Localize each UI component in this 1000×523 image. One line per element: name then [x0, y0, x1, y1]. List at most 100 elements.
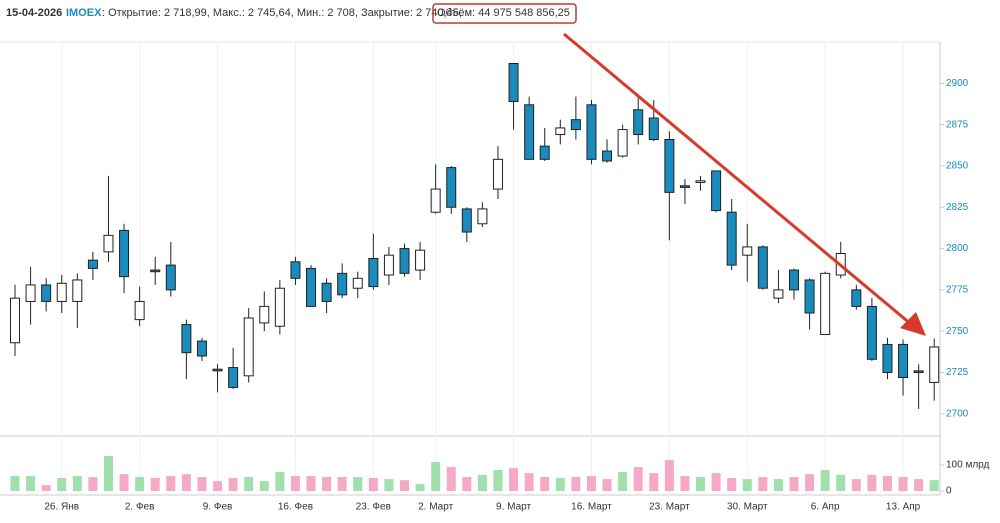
volume-bar [820, 469, 830, 492]
candle-body [804, 279, 815, 314]
arrow-head [900, 312, 926, 336]
candle-body [679, 185, 690, 188]
candle-body [664, 139, 675, 193]
x-tick-label: 26. Янв [44, 502, 79, 513]
x-tick-label: 30. Март [727, 502, 768, 513]
x-tick-label: 23. Март [649, 502, 690, 513]
volume-bar [57, 478, 67, 492]
candle-body [586, 104, 597, 160]
volume-bar [540, 477, 550, 492]
volume-bar [88, 477, 98, 492]
candle-body [103, 234, 114, 253]
candle-body [695, 180, 706, 183]
candle-body [757, 246, 768, 289]
volume-bar [119, 474, 129, 492]
x-tick-label: 2. Март [418, 502, 453, 513]
x-tick-label: 23. Фев [356, 502, 391, 513]
volume-bar [213, 481, 223, 492]
volume-bar [773, 479, 783, 492]
volume-bar [914, 479, 924, 492]
candle-body [368, 257, 379, 288]
volume-bar [150, 478, 160, 492]
candle-body [352, 277, 363, 289]
volume-bar [446, 467, 456, 492]
volume-bar [867, 474, 877, 492]
volume-bar [462, 477, 472, 492]
candle-body [383, 254, 394, 276]
candle-body [648, 117, 659, 141]
candle-body [243, 317, 254, 377]
candle-body [228, 367, 239, 388]
candle-body [181, 324, 192, 354]
x-tick-label: 13. Апр [886, 502, 921, 513]
volume-bar [337, 477, 347, 492]
volume-bar [618, 472, 628, 492]
volume-bar [493, 469, 503, 492]
candle-body [773, 289, 784, 299]
volume-bar [836, 474, 846, 492]
volume-bar [711, 473, 721, 492]
candle-body [337, 272, 348, 296]
volume-bar [509, 468, 519, 492]
candle-body [430, 188, 441, 213]
candle-body [789, 269, 799, 291]
volume-bar [851, 479, 861, 492]
candle-body [508, 62, 519, 102]
candle-body [882, 343, 893, 374]
candle-body [321, 282, 332, 302]
y-tick-label: 2850 [946, 161, 969, 172]
highlight-box [432, 3, 577, 24]
candle-body [570, 119, 581, 131]
volume-bar [197, 477, 207, 492]
candle-body [150, 269, 161, 273]
candle-body [913, 370, 924, 374]
candle-body [87, 259, 98, 269]
candle-body [851, 289, 862, 307]
volume-bar [571, 477, 581, 492]
y-tick-label: 2825 [946, 202, 969, 213]
volume-bar [805, 474, 815, 492]
candle-body [477, 208, 488, 225]
candle-body [259, 305, 270, 324]
candle-body [492, 158, 503, 190]
candle-body [726, 211, 737, 266]
candle-body [290, 261, 301, 279]
y-tick-label: 2700 [946, 408, 969, 419]
candle-body [524, 104, 535, 160]
candle-body [539, 145, 550, 160]
candle-body [306, 267, 317, 307]
candle-body [134, 300, 145, 321]
candle-body [617, 129, 628, 157]
candle-body [461, 208, 472, 233]
volume-bar [26, 475, 36, 492]
x-tick-label: 9. Март [496, 502, 531, 513]
volume-bar [742, 479, 752, 492]
volume-bar [166, 475, 176, 492]
candle-body [196, 340, 207, 357]
candle-body [633, 109, 644, 136]
volume-tick-label: 0 [946, 486, 952, 497]
candle-body [929, 346, 940, 383]
ohlc-info: : Открытие: 2 718,99, Макс.: 2 745,64, М… [102, 7, 462, 19]
y-tick-label: 2800 [946, 243, 969, 254]
candle-body [415, 249, 426, 271]
trend-arrow [563, 32, 913, 327]
volume-bar [586, 475, 596, 492]
volume-bar [72, 475, 82, 492]
volume-bar [758, 477, 768, 492]
candle-body [72, 279, 83, 302]
volume-bar [368, 478, 378, 492]
volume-bar [633, 467, 643, 492]
candle-body [119, 229, 130, 278]
volume-bar [353, 477, 363, 492]
candle-body [898, 343, 909, 378]
x-tick-label: 16. Фев [278, 502, 313, 513]
volume-bar [135, 477, 145, 492]
candle-body [742, 246, 753, 256]
volume-bar [664, 460, 674, 492]
date: 15-04-2026 [6, 7, 62, 19]
volume-bar [181, 474, 191, 492]
volume-bar [602, 479, 612, 492]
candle-body [555, 127, 566, 136]
